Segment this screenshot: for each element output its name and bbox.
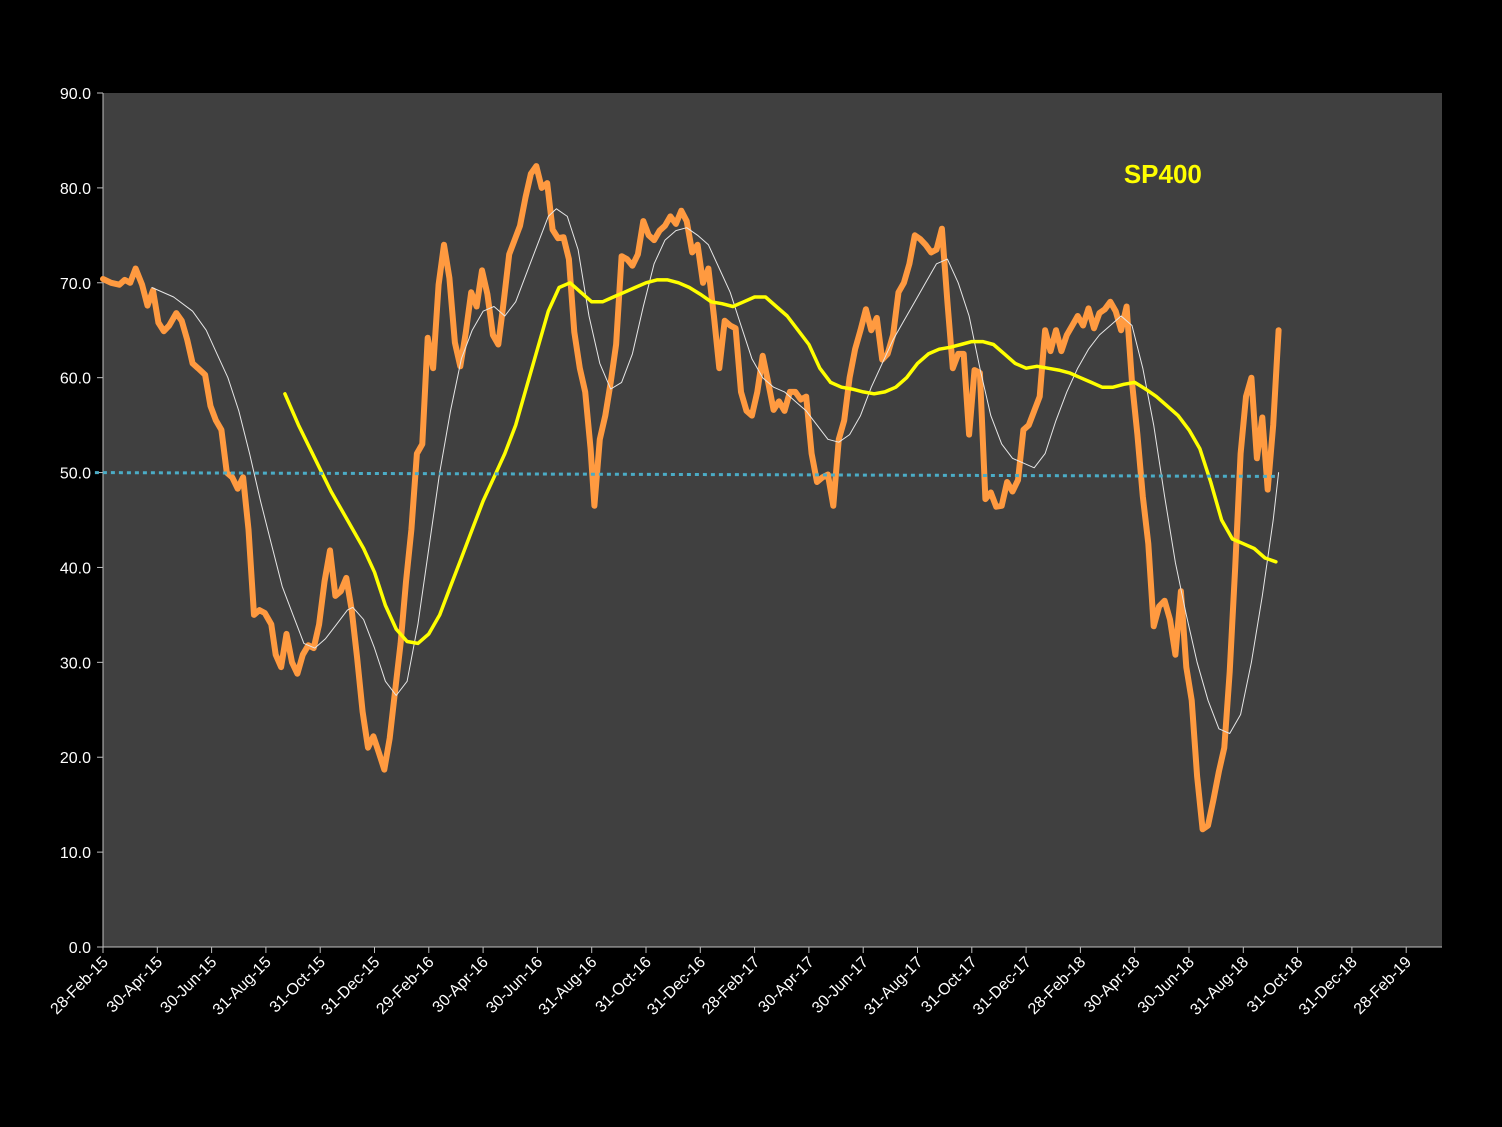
plot-area: [103, 93, 1442, 947]
thin-series-line: [151, 208, 1280, 734]
y-tick-label: 90.0: [60, 86, 91, 103]
y-tick-label: 50.0: [60, 466, 91, 483]
y-tick-label: 20.0: [60, 750, 91, 767]
series-layer: [94, 163, 1282, 833]
y-tick-label: 60.0: [60, 371, 91, 388]
y-tick-label: 10.0: [60, 845, 91, 862]
chart-annotation: SP400: [1124, 159, 1202, 189]
reference-line-50: [94, 471, 1279, 478]
y-tick-label: 80.0: [60, 181, 91, 198]
y-tick-label: 30.0: [60, 655, 91, 672]
yellow-series-line: [283, 278, 1278, 646]
y-tick-label: 70.0: [60, 276, 91, 293]
orange-series-line: [100, 163, 1282, 833]
y-tick-label: 0.0: [69, 940, 91, 957]
y-tick-label: 40.0: [60, 560, 91, 577]
